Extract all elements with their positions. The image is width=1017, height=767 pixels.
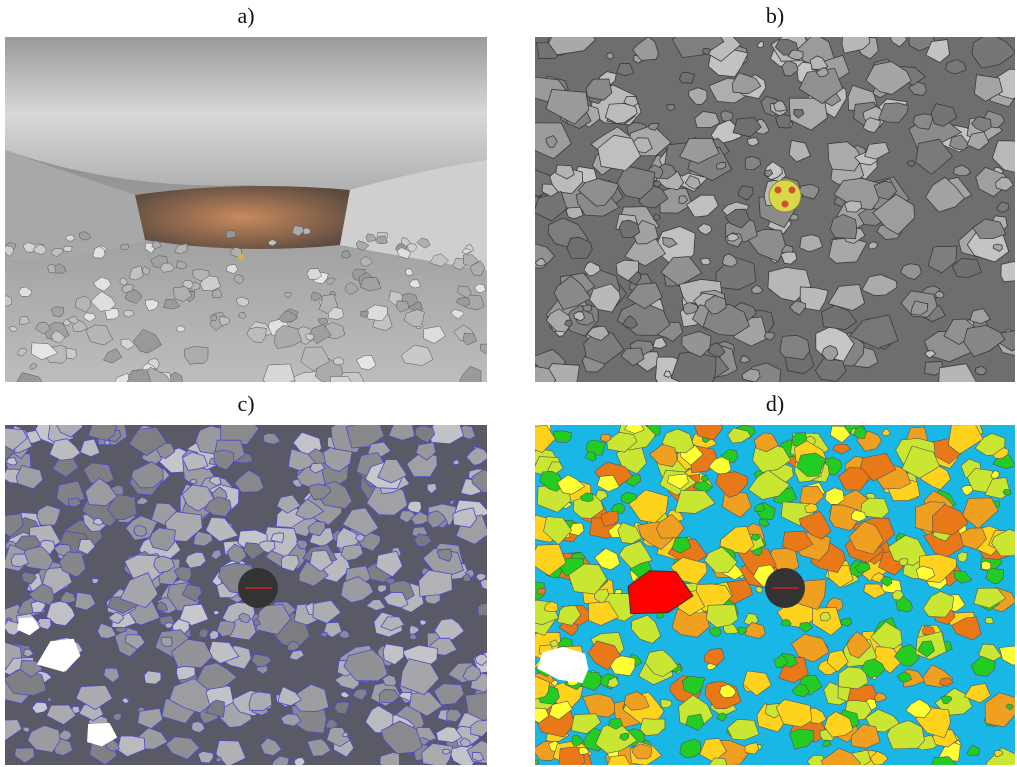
figure: a) b) c) d) [0, 0, 1017, 767]
segmented-rock [104, 440, 110, 445]
ball [238, 254, 244, 260]
classified-rock [899, 559, 908, 566]
rock [907, 161, 915, 167]
ball-dot [782, 201, 789, 208]
panel-label: a) [237, 3, 254, 28]
segmented-rock [92, 578, 98, 583]
rock [0, 296, 12, 306]
rock [830, 214, 857, 238]
photo-segmented [0, 408, 505, 767]
segmented-rock [386, 578, 395, 584]
rock [226, 230, 237, 238]
panel-label: b) [766, 3, 784, 28]
segmented-rock [420, 620, 426, 625]
classified-rock [1003, 489, 1011, 495]
segmented-rock [161, 637, 172, 646]
segmented-rock [144, 671, 161, 684]
panel-label: d) [766, 391, 784, 416]
rock [263, 364, 295, 388]
segmented-rock [478, 604, 492, 616]
rock [702, 48, 710, 54]
rock [780, 335, 810, 359]
rock [701, 258, 710, 265]
rock [679, 72, 694, 83]
rock [654, 214, 661, 220]
segmented-rock [190, 479, 196, 484]
photo-rubble [517, 23, 1017, 398]
ball-dot [789, 187, 796, 194]
rock [184, 346, 208, 364]
rock [64, 246, 72, 252]
rock [776, 114, 792, 128]
segmented-rock [356, 534, 365, 541]
photo-classified [520, 412, 1017, 767]
rock [121, 244, 129, 250]
photo-tunnel [0, 37, 493, 397]
classified-rock [537, 588, 546, 594]
ball-dot [775, 187, 782, 194]
classified-rock [554, 431, 572, 443]
panel-label: c) [237, 391, 254, 416]
rock [306, 334, 314, 341]
rock [1001, 262, 1017, 282]
